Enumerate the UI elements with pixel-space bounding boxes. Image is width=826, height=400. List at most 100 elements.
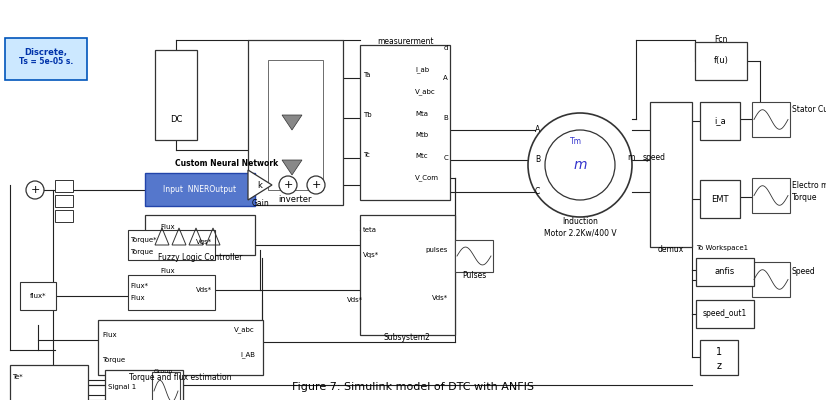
Polygon shape [282, 115, 302, 130]
Text: m: m [573, 158, 586, 172]
Bar [10, 365, 88, 400]
Text: Vds*: Vds* [196, 287, 212, 293]
Text: Group: Group [154, 370, 173, 374]
Text: +: + [311, 180, 320, 190]
Bar [700, 102, 740, 140]
Text: Discrete,: Discrete, [25, 48, 68, 56]
Text: Subsystem2: Subsystem2 [383, 334, 430, 342]
Text: Induction: Induction [562, 218, 598, 226]
Polygon shape [282, 160, 302, 175]
Text: Signal 1: Signal 1 [108, 384, 136, 390]
Bar [268, 60, 323, 190]
Text: Electro magnetic: Electro magnetic [792, 180, 826, 190]
Text: Torque: Torque [130, 249, 153, 255]
Text: Mtb: Mtb [415, 132, 428, 138]
Text: measurerment: measurerment [377, 38, 434, 46]
Polygon shape [248, 170, 272, 200]
Text: pulses: pulses [425, 247, 448, 253]
Text: inverter: inverter [278, 196, 311, 204]
Bar [650, 102, 692, 247]
Bar [752, 262, 790, 297]
Bar [695, 42, 747, 80]
Bar [152, 372, 180, 400]
Bar [55, 180, 73, 192]
Text: I_AB: I_AB [240, 352, 255, 358]
Text: Pulses: Pulses [462, 270, 487, 280]
Text: speed_out1: speed_out1 [703, 310, 748, 318]
Circle shape [545, 130, 615, 200]
Text: Fcn: Fcn [714, 36, 728, 44]
Text: To Workspace1: To Workspace1 [696, 245, 748, 251]
Bar [128, 230, 215, 260]
Bar [455, 240, 493, 272]
Text: Ts = 5e-05 s.: Ts = 5e-05 s. [19, 58, 74, 66]
Bar [155, 50, 197, 140]
Text: z: z [716, 361, 721, 371]
Text: V_abc: V_abc [415, 89, 436, 95]
Bar [145, 215, 255, 255]
Text: anfis: anfis [714, 268, 735, 276]
Text: C: C [444, 155, 448, 161]
Text: Figure 7: Simulink model of DTC with ANFIS: Figure 7: Simulink model of DTC with ANF… [292, 382, 534, 392]
Circle shape [279, 176, 297, 194]
Text: +: + [283, 180, 292, 190]
Circle shape [528, 113, 632, 217]
Bar [55, 195, 73, 207]
Text: f(u): f(u) [714, 56, 729, 66]
Bar [696, 300, 754, 328]
Text: Tm: Tm [570, 138, 582, 146]
Text: demux: demux [657, 246, 684, 254]
Text: Fuzzy Logic Controller: Fuzzy Logic Controller [158, 254, 242, 262]
Text: 1: 1 [716, 347, 722, 357]
Text: Vqs*: Vqs* [363, 252, 379, 258]
Text: Gain: Gain [251, 198, 269, 208]
Text: m: m [628, 154, 635, 162]
Text: Torque: Torque [792, 192, 818, 202]
Bar [752, 178, 790, 213]
Circle shape [26, 181, 44, 199]
Text: Flux: Flux [102, 332, 116, 338]
Text: A: A [535, 126, 540, 134]
Text: Torque and flux estimation: Torque and flux estimation [129, 374, 231, 382]
Text: Vds*: Vds* [432, 295, 448, 301]
Bar [145, 173, 255, 206]
Bar [20, 282, 56, 310]
Text: +: + [31, 185, 40, 195]
Text: flux*: flux* [30, 293, 46, 299]
Text: teta: teta [363, 227, 377, 233]
Bar [5, 38, 87, 80]
Circle shape [307, 176, 325, 194]
Text: Flux: Flux [130, 295, 145, 301]
Bar [128, 275, 215, 310]
Bar [55, 210, 73, 222]
Text: Vqs*: Vqs* [196, 239, 212, 245]
Text: Torque*: Torque* [130, 237, 156, 243]
Text: Stator Current: Stator Current [792, 106, 826, 114]
Text: Te*: Te* [12, 374, 22, 380]
Bar [360, 215, 455, 335]
Bar [700, 340, 738, 375]
Text: Torque: Torque [102, 357, 125, 363]
Text: Motor 2.2Kw/400 V: Motor 2.2Kw/400 V [544, 228, 616, 238]
Text: EMT: EMT [711, 194, 729, 204]
Text: Vds*: Vds* [347, 297, 363, 303]
Bar [360, 45, 450, 200]
Bar [248, 40, 343, 205]
Text: B: B [535, 156, 540, 164]
Text: Ta: Ta [363, 72, 370, 78]
Text: Speed: Speed [792, 268, 816, 276]
Bar [752, 102, 790, 137]
Text: Flux: Flux [161, 268, 175, 274]
Bar [700, 180, 740, 218]
Text: DC: DC [170, 116, 183, 124]
Text: I_ab: I_ab [415, 67, 430, 73]
Text: Tc: Tc [363, 152, 370, 158]
Text: A: A [444, 75, 448, 81]
Text: V_Com: V_Com [415, 175, 439, 181]
Bar [696, 258, 754, 286]
Text: B: B [444, 115, 448, 121]
Text: Tb: Tb [363, 112, 372, 118]
Text: Mta: Mta [415, 111, 428, 117]
Text: Input  NNEROutput: Input NNEROutput [164, 186, 236, 194]
Bar [105, 370, 183, 400]
